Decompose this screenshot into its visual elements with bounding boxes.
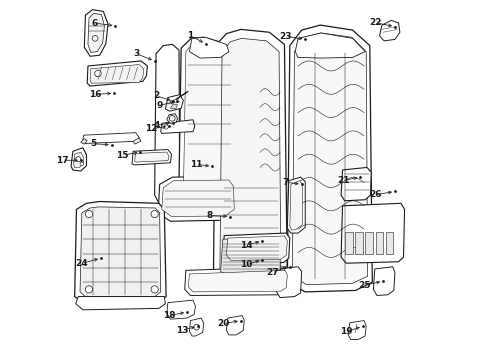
Polygon shape xyxy=(74,202,166,304)
Polygon shape xyxy=(133,138,141,144)
Polygon shape xyxy=(185,267,290,296)
Text: 4: 4 xyxy=(153,121,160,130)
Polygon shape xyxy=(290,181,302,230)
Circle shape xyxy=(151,211,158,218)
Polygon shape xyxy=(220,239,280,279)
Polygon shape xyxy=(90,64,144,83)
Text: 15: 15 xyxy=(116,151,129,160)
Polygon shape xyxy=(214,30,287,288)
Polygon shape xyxy=(183,42,233,207)
Text: 13: 13 xyxy=(176,325,189,334)
Polygon shape xyxy=(162,180,234,217)
Polygon shape xyxy=(167,114,177,123)
Text: 16: 16 xyxy=(89,90,101,99)
Polygon shape xyxy=(220,39,281,280)
Circle shape xyxy=(85,211,93,218)
Text: 19: 19 xyxy=(340,327,353,336)
Polygon shape xyxy=(166,95,183,111)
Polygon shape xyxy=(276,267,302,298)
Text: 27: 27 xyxy=(266,268,278,277)
Polygon shape xyxy=(87,61,147,86)
Polygon shape xyxy=(161,120,195,134)
Circle shape xyxy=(194,324,199,330)
Text: 24: 24 xyxy=(75,259,88,268)
Text: 17: 17 xyxy=(56,156,69,165)
Polygon shape xyxy=(366,232,373,253)
Text: 7: 7 xyxy=(282,177,289,186)
Polygon shape xyxy=(158,176,238,221)
Polygon shape xyxy=(76,297,166,310)
Circle shape xyxy=(164,125,168,129)
Polygon shape xyxy=(355,232,364,253)
Circle shape xyxy=(151,286,158,293)
Polygon shape xyxy=(135,152,169,162)
Polygon shape xyxy=(373,267,395,296)
Text: 1: 1 xyxy=(187,31,194,40)
Text: 6: 6 xyxy=(92,19,98,28)
Polygon shape xyxy=(81,139,87,144)
Circle shape xyxy=(76,157,81,162)
Text: 26: 26 xyxy=(369,190,382,199)
Polygon shape xyxy=(80,207,161,299)
Circle shape xyxy=(92,36,98,41)
Polygon shape xyxy=(348,320,366,339)
Polygon shape xyxy=(188,270,287,292)
Polygon shape xyxy=(167,300,196,319)
Polygon shape xyxy=(226,236,287,260)
Text: 23: 23 xyxy=(280,32,292,41)
Polygon shape xyxy=(190,37,229,58)
Polygon shape xyxy=(84,10,108,56)
Text: 25: 25 xyxy=(358,281,370,290)
Polygon shape xyxy=(88,13,104,52)
Text: 21: 21 xyxy=(337,176,349,185)
Circle shape xyxy=(85,286,93,293)
Polygon shape xyxy=(71,148,87,171)
Polygon shape xyxy=(179,37,237,212)
Polygon shape xyxy=(379,21,400,41)
Polygon shape xyxy=(287,25,372,292)
Polygon shape xyxy=(226,316,245,335)
Polygon shape xyxy=(223,233,290,263)
Polygon shape xyxy=(386,232,393,253)
Polygon shape xyxy=(190,318,204,336)
Polygon shape xyxy=(345,232,353,253)
Text: 18: 18 xyxy=(163,311,175,320)
Text: 11: 11 xyxy=(190,160,202,169)
Circle shape xyxy=(170,116,175,121)
Circle shape xyxy=(95,70,101,77)
Polygon shape xyxy=(155,44,180,204)
Polygon shape xyxy=(341,203,405,263)
Text: 22: 22 xyxy=(369,18,382,27)
Text: 20: 20 xyxy=(217,319,229,328)
Text: 5: 5 xyxy=(91,139,97,148)
Text: 2: 2 xyxy=(153,91,159,100)
Polygon shape xyxy=(341,167,371,201)
Polygon shape xyxy=(132,149,172,165)
Text: 3: 3 xyxy=(134,49,140,58)
Polygon shape xyxy=(295,33,365,58)
Text: 10: 10 xyxy=(240,261,252,270)
Polygon shape xyxy=(74,152,84,167)
Polygon shape xyxy=(83,133,139,143)
Polygon shape xyxy=(171,104,177,108)
Text: 9: 9 xyxy=(156,101,163,110)
Polygon shape xyxy=(287,177,305,233)
Polygon shape xyxy=(293,33,368,285)
Text: 12: 12 xyxy=(145,125,157,134)
Text: 8: 8 xyxy=(206,211,213,220)
Polygon shape xyxy=(375,232,383,253)
Circle shape xyxy=(80,162,84,166)
Text: 14: 14 xyxy=(240,241,252,250)
